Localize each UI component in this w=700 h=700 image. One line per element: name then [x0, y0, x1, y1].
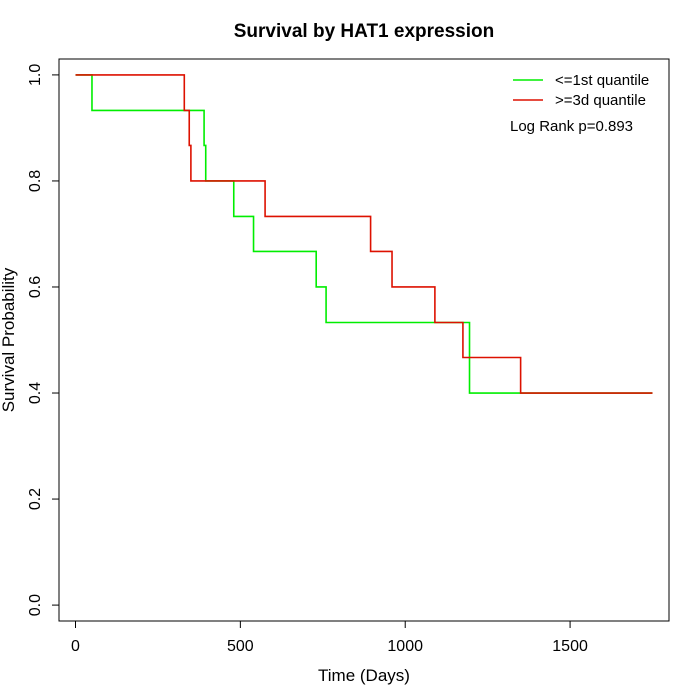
- y-axis-label: Survival Probability: [0, 267, 18, 412]
- y-tick-label: 1.0: [27, 64, 44, 86]
- log-rank-annotation: Log Rank p=0.893: [510, 118, 633, 135]
- legend-label: <=1st quantile: [555, 72, 649, 89]
- x-tick-label: 1000: [387, 638, 423, 655]
- chart-title: Survival by HAT1 expression: [234, 21, 494, 42]
- y-tick-label: 0.2: [27, 488, 44, 510]
- y-tick-label: 0.4: [27, 382, 44, 404]
- series-layer: [75, 74, 653, 394]
- legend: <=1st quantile >=3d quantile: [513, 72, 649, 109]
- y-axis: 0.0 0.2 0.4 0.6 0.8 1.0: [27, 64, 60, 616]
- y-tick-label: 0.0: [27, 594, 44, 616]
- y-tick-label: 0.6: [27, 276, 44, 298]
- x-tick-label: 1500: [552, 638, 588, 655]
- x-tick-label: 500: [227, 638, 254, 655]
- survival-curve: [75, 74, 653, 394]
- x-axis-label: Time (Days): [318, 666, 410, 685]
- plot-area-frame: [58, 58, 670, 622]
- y-tick-label: 0.8: [27, 170, 44, 192]
- legend-label: >=3d quantile: [555, 92, 646, 109]
- x-axis: 0 500 1000 1500: [71, 620, 588, 655]
- x-tick-label: 0: [71, 638, 80, 655]
